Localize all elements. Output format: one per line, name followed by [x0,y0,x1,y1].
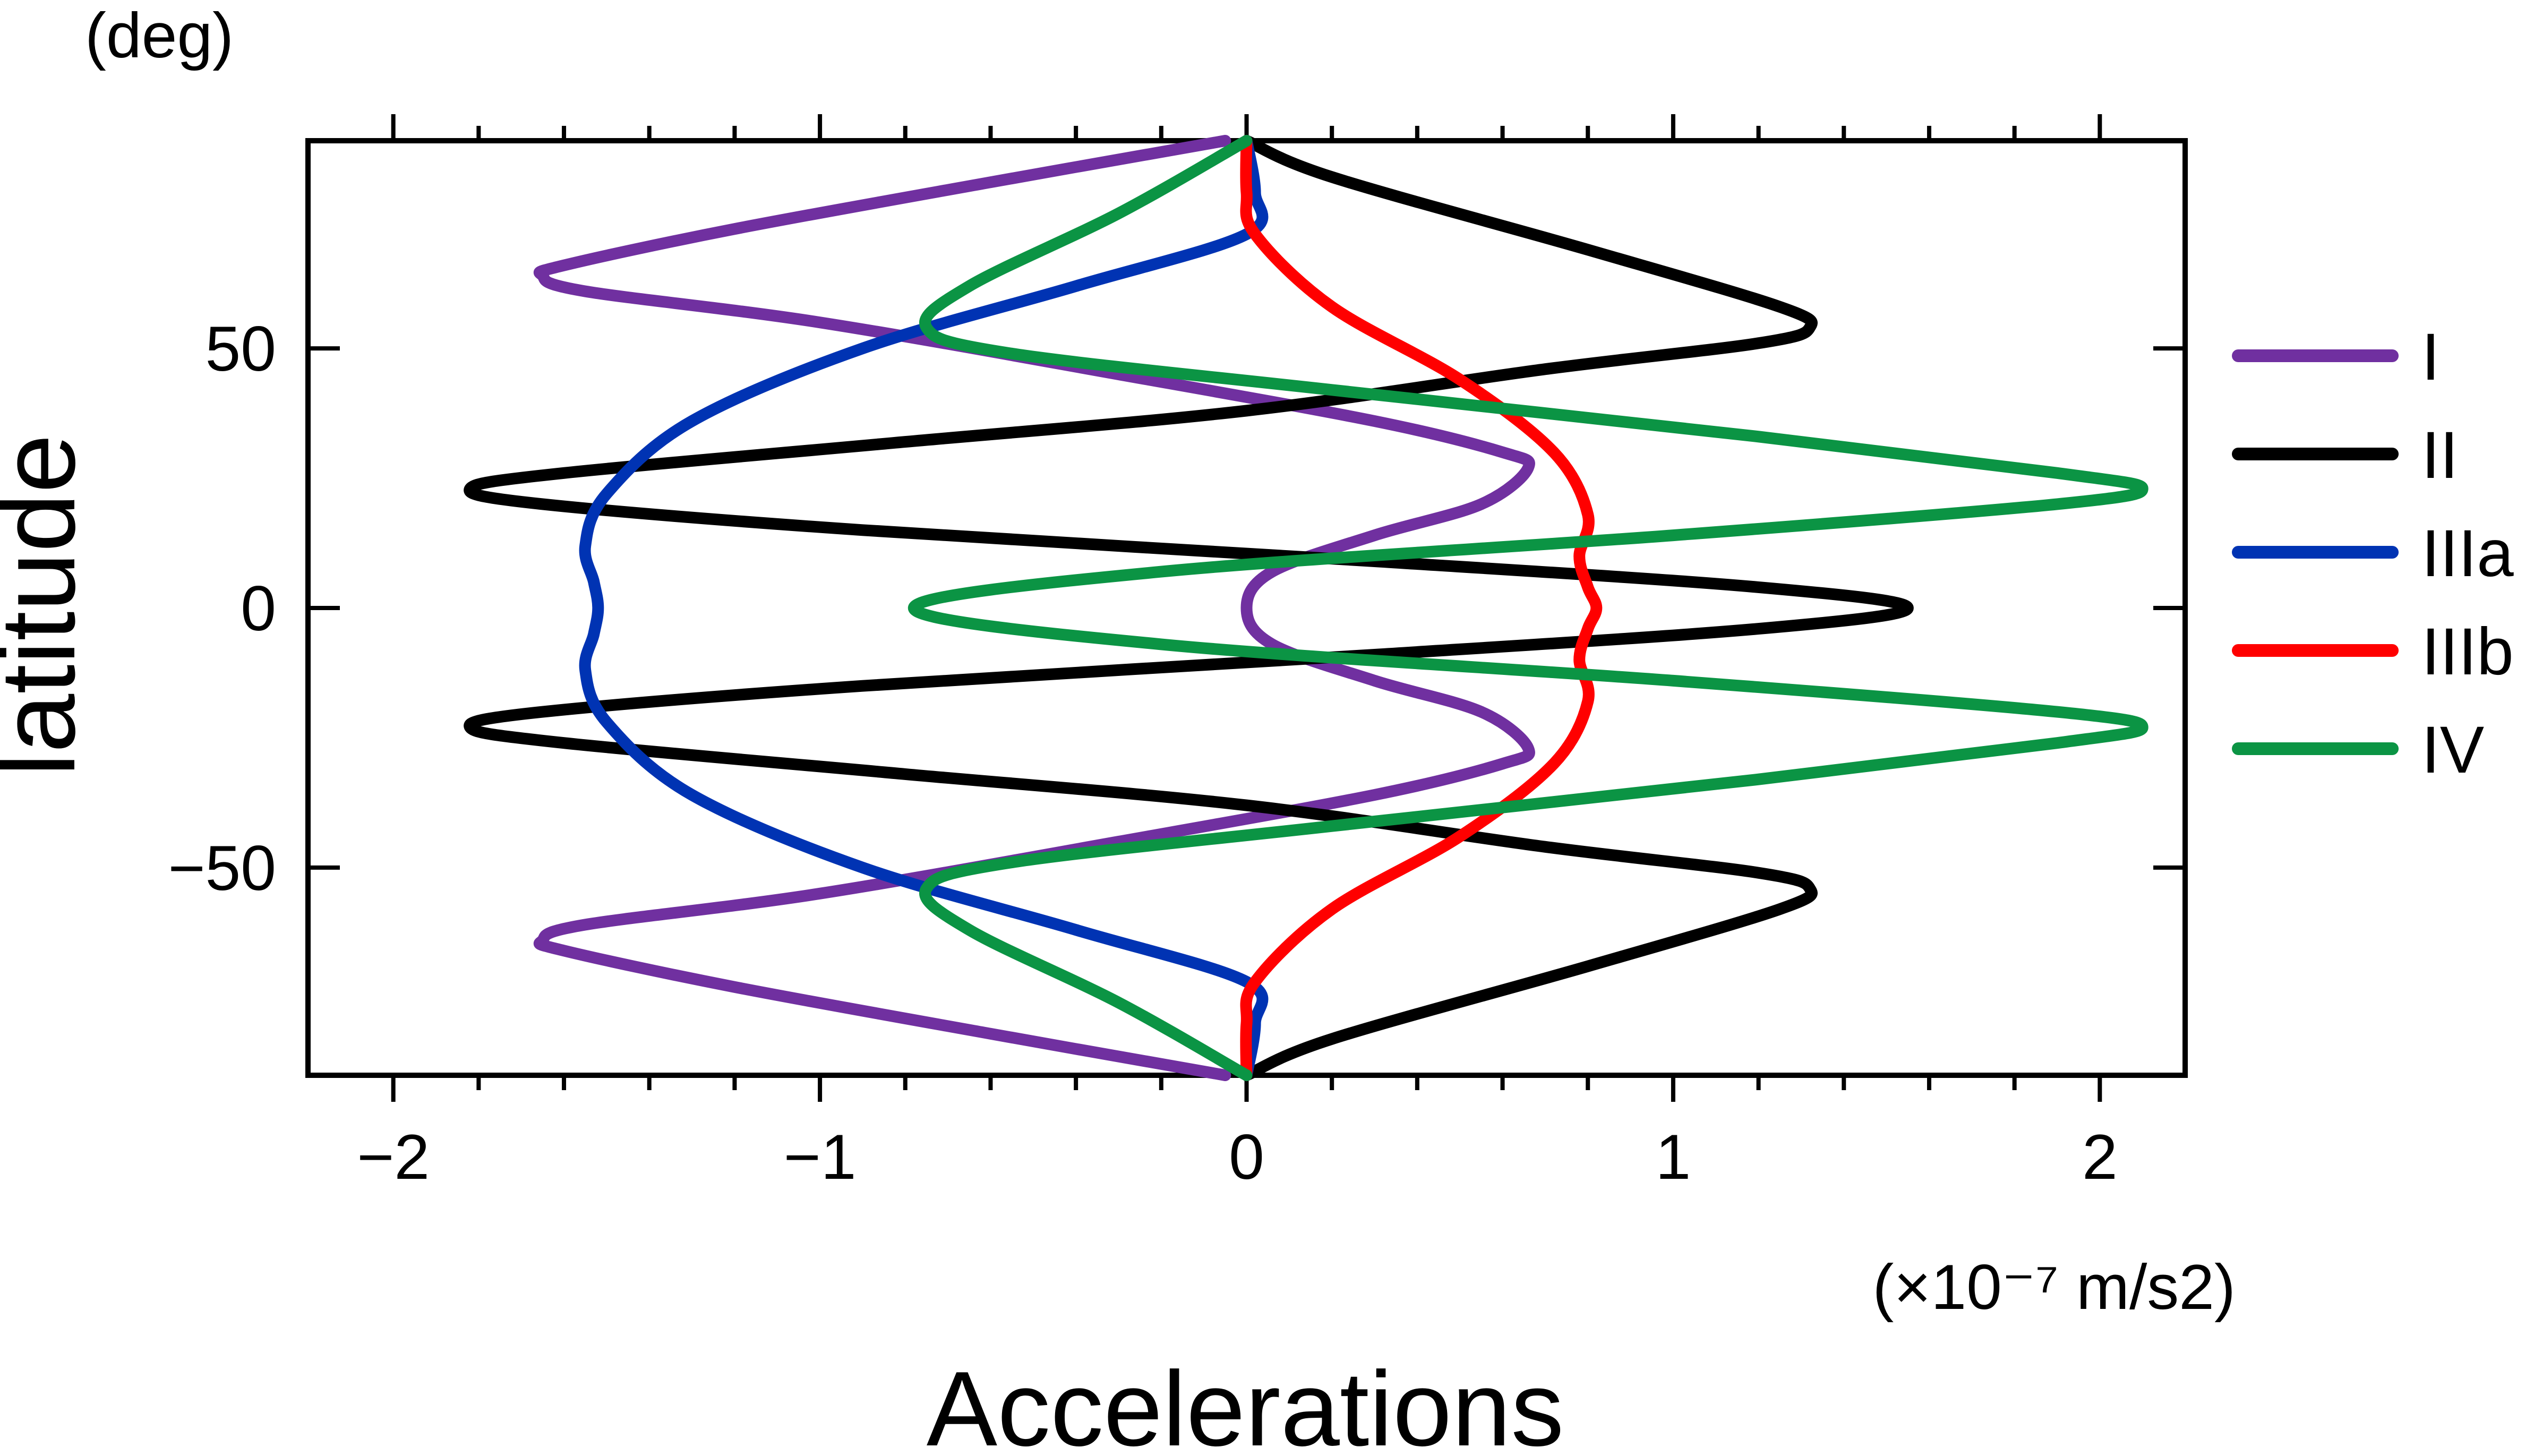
series-line-iiia [579,135,1269,1081]
legend-label-ii: II [2421,418,2458,492]
y-axis-ticks: −50 0 50 [168,313,2185,904]
x-axis-ticks: −2 −1 0 1 2 [357,114,2118,1193]
y-unit-label: (deg) [85,0,234,71]
series-line-iv [908,135,2149,1081]
x-tick-label: −2 [357,1121,430,1193]
y-axis-title: latitude [0,434,97,777]
x-unit-label: (×10⁻⁷ m/s2) [1872,1252,2236,1323]
x-axis-title: Accelerations [927,1350,1564,1456]
legend-label-i: I [2421,320,2440,394]
x-tick-label: 2 [2082,1121,2118,1193]
legend-label-iiia: IIIa [2421,517,2514,590]
legend-label-iiib: IIIb [2421,615,2514,689]
series-line-ii [464,135,1914,1081]
y-tick-label: −50 [168,833,276,904]
series-layer [464,135,2149,1081]
x-tick-label: 0 [1229,1121,1264,1193]
series-line-i [533,135,1535,1081]
x-tick-label: 1 [1656,1121,1691,1193]
x-tick-label: −1 [784,1121,857,1193]
y-tick-label: 0 [241,573,276,644]
legend-label-iv: IV [2421,713,2484,787]
y-tick-label: 50 [206,313,276,384]
series-line-iiib [1240,135,1603,1081]
